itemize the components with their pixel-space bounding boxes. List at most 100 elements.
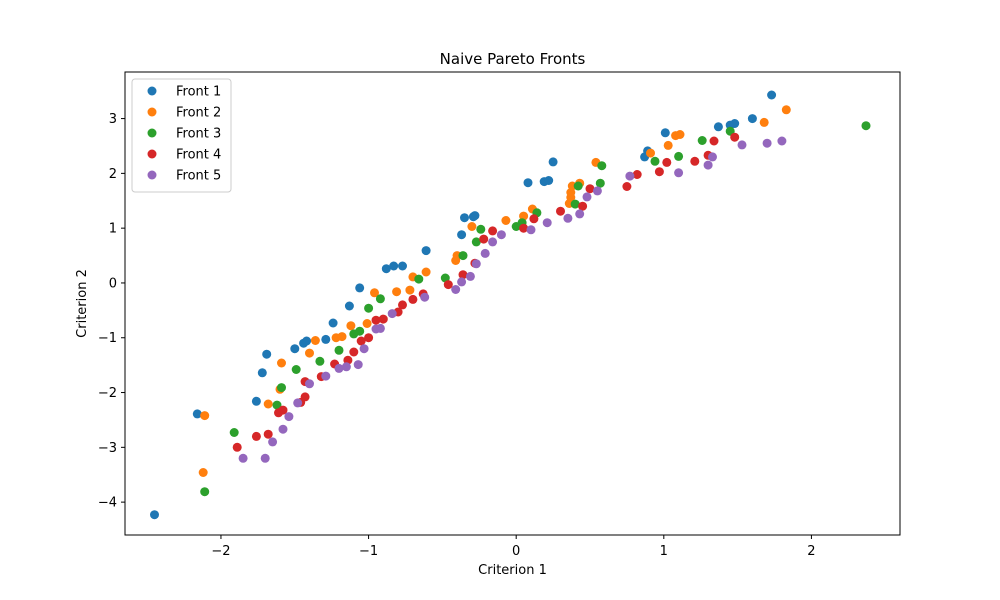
data-point xyxy=(232,442,242,452)
series-3 xyxy=(200,121,871,497)
data-point xyxy=(355,283,365,293)
data-point xyxy=(328,318,338,328)
data-point xyxy=(293,398,303,408)
x-tick-label: 0 xyxy=(512,544,520,559)
data-point xyxy=(523,178,533,188)
data-point xyxy=(263,399,273,409)
data-point xyxy=(632,170,642,179)
data-point xyxy=(501,216,511,225)
data-point xyxy=(346,321,356,331)
legend-marker xyxy=(147,86,157,96)
data-point xyxy=(238,453,248,463)
data-point xyxy=(378,314,388,324)
data-point xyxy=(451,285,461,294)
data-point xyxy=(200,487,210,497)
data-point xyxy=(542,218,552,228)
data-point xyxy=(471,237,481,247)
series-2 xyxy=(198,105,791,477)
y-tick-label: −2 xyxy=(98,386,117,401)
data-point xyxy=(277,358,286,368)
y-tick-label: 2 xyxy=(109,167,117,182)
data-point xyxy=(861,121,871,131)
data-point xyxy=(392,287,402,297)
data-point xyxy=(708,152,717,162)
data-point xyxy=(381,264,391,274)
x-tick-label: −1 xyxy=(359,544,378,559)
data-point xyxy=(470,211,480,221)
data-point xyxy=(389,261,399,271)
data-point xyxy=(471,259,481,269)
data-point xyxy=(278,405,288,415)
legend-label: Front 3 xyxy=(176,127,221,142)
data-point xyxy=(582,192,592,202)
data-point xyxy=(251,431,261,441)
data-point xyxy=(150,510,159,520)
data-point xyxy=(690,156,700,166)
series-5 xyxy=(238,136,787,463)
data-point xyxy=(408,294,418,304)
data-point xyxy=(334,345,344,355)
data-point xyxy=(458,251,468,261)
data-point xyxy=(465,271,475,281)
data-point xyxy=(654,167,664,177)
series-1 xyxy=(150,90,777,520)
data-point xyxy=(315,356,325,366)
data-point xyxy=(321,371,331,381)
data-point xyxy=(284,412,294,422)
x-tick-label: −2 xyxy=(211,544,230,559)
data-point xyxy=(355,326,365,336)
legend-marker xyxy=(147,107,157,117)
data-point xyxy=(420,292,430,302)
data-point xyxy=(321,334,331,344)
legend-marker xyxy=(147,170,157,180)
x-axis-ticks: −2 −1 0 1 2 xyxy=(211,535,816,559)
data-point xyxy=(713,122,723,132)
y-axis-label: Criterion 2 xyxy=(75,269,90,338)
data-point xyxy=(781,105,791,115)
plot-frame xyxy=(124,71,901,536)
data-point xyxy=(737,140,747,150)
data-point xyxy=(192,409,202,419)
legend: Front 1 Front 2 Front 3 Front 4 Front 5 xyxy=(131,78,232,193)
data-point xyxy=(476,224,486,234)
data-point xyxy=(305,379,314,389)
data-point xyxy=(597,161,607,171)
data-point xyxy=(460,213,469,223)
y-tick-label: −4 xyxy=(98,496,117,511)
data-point xyxy=(341,362,351,372)
data-point xyxy=(674,168,684,178)
data-point xyxy=(747,114,757,124)
legend-label: Front 2 xyxy=(176,106,221,121)
chart-title: Naive Pareto Fronts xyxy=(440,50,586,68)
data-point xyxy=(548,157,558,167)
data-point xyxy=(595,178,605,188)
data-point xyxy=(767,90,777,100)
data-point xyxy=(646,148,655,158)
data-point xyxy=(556,206,565,216)
data-point xyxy=(251,396,261,406)
y-tick-label: −3 xyxy=(98,441,117,456)
data-point xyxy=(573,181,583,191)
data-point xyxy=(263,429,273,439)
data-point xyxy=(387,309,397,319)
legend-label: Front 5 xyxy=(176,169,221,184)
data-point xyxy=(467,222,477,231)
data-point xyxy=(663,140,673,150)
data-point xyxy=(496,230,506,240)
y-tick-label: 0 xyxy=(109,276,117,291)
data-point xyxy=(759,117,769,127)
data-point xyxy=(362,319,372,328)
data-point xyxy=(592,186,602,196)
data-point xyxy=(353,360,363,370)
data-point xyxy=(198,468,208,477)
data-point xyxy=(398,261,407,271)
data-point xyxy=(622,182,632,191)
data-point xyxy=(457,230,467,240)
data-point xyxy=(526,225,536,235)
data-point xyxy=(660,128,670,138)
data-point xyxy=(488,237,498,247)
data-point xyxy=(697,136,707,145)
legend-marker xyxy=(147,128,157,138)
data-point xyxy=(443,280,453,290)
